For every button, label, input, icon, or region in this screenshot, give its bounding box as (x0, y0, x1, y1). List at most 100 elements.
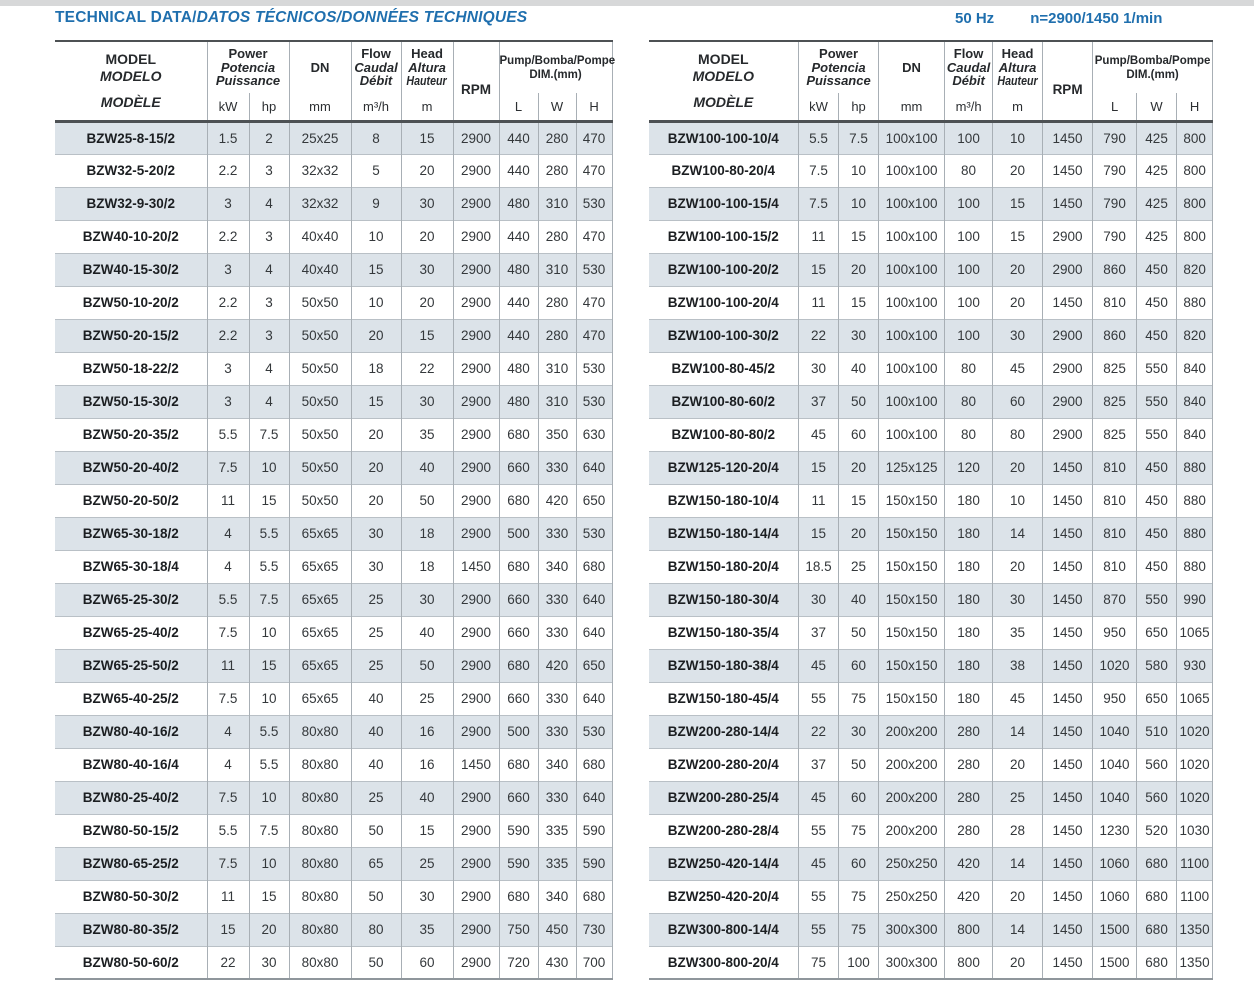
cell-dim-w: 425 (1136, 219, 1177, 253)
cell-dim-h: 820 (1176, 318, 1214, 352)
cell-dn: 150x150 (878, 615, 945, 649)
cell-dim-w: 425 (1136, 120, 1177, 154)
spec-row: BZW65-30-18/2 4 5.5 65x65 30 18 2900 500 330 530 (55, 516, 613, 550)
cell-head: 15 (400, 318, 454, 352)
cell-kw: 4 (206, 549, 249, 583)
cell-head: 35 (400, 417, 454, 451)
cell-dim-w: 550 (1136, 417, 1177, 451)
cell-hp: 50 (838, 747, 879, 781)
cell-head: 40 (400, 780, 454, 814)
cell-head: 30 (400, 252, 454, 286)
cell-head: 40 (400, 450, 454, 484)
cell-head: 20 (992, 747, 1043, 781)
cell-model: BZW32-9-30/2 (55, 186, 207, 220)
cell-kw: 55 (798, 879, 839, 913)
spec-row: BZW65-25-50/2 11 15 65x65 25 50 2900 680 420 650 (55, 648, 613, 682)
unit-hp: hp (248, 93, 290, 121)
unit-m3h: m³/h (944, 93, 993, 121)
cell-rpm: 2900 (452, 582, 500, 616)
cell-dn: 65x65 (288, 582, 352, 616)
cell-head: 15 (992, 186, 1043, 220)
cell-dim-h: 640 (575, 450, 613, 484)
cell-hp: 5.5 (248, 714, 290, 748)
cell-dn: 300x300 (878, 945, 945, 979)
cell-model: BZW150-180-38/4 (648, 648, 799, 682)
header-dn: DN (288, 41, 352, 93)
cell-model: BZW32-5-20/2 (55, 153, 207, 187)
cell-dn: 100x100 (878, 351, 945, 385)
cell-dim-w: 310 (537, 252, 577, 286)
cell-dim-h: 470 (575, 285, 613, 319)
cell-kw: 45 (798, 846, 839, 880)
cell-kw: 7.5 (206, 681, 249, 715)
cell-hp: 7.5 (248, 582, 290, 616)
cell-dim-w: 340 (537, 549, 577, 583)
cell-dim-l: 440 (498, 219, 539, 253)
cell-model: BZW80-50-30/2 (55, 879, 207, 913)
cell-dim-w: 280 (537, 285, 577, 319)
cell-kw: 45 (798, 417, 839, 451)
cell-dim-l: 590 (498, 813, 539, 847)
cell-hp: 3 (248, 219, 290, 253)
cell-flow: 420 (944, 879, 993, 913)
cell-rpm: 2900 (452, 120, 500, 154)
cell-flow: 180 (944, 615, 993, 649)
cell-dn: 250x250 (878, 846, 945, 880)
cell-model: BZW50-20-15/2 (55, 318, 207, 352)
cell-dim-h: 800 (1176, 219, 1214, 253)
cell-dim-h: 990 (1176, 582, 1214, 616)
cell-rpm: 1450 (1042, 615, 1093, 649)
cell-model: BZW65-25-50/2 (55, 648, 207, 682)
cell-dn: 200x200 (878, 780, 945, 814)
cell-rpm: 2900 (452, 780, 500, 814)
cell-flow: 800 (944, 945, 993, 979)
cell-dim-w: 280 (537, 219, 577, 253)
cell-dn: 300x300 (878, 912, 945, 946)
cell-model: BZW40-10-20/2 (55, 219, 207, 253)
header-power: Power Potencia Puissance (798, 41, 879, 93)
spec-row: BZW50-20-15/2 2.2 3 50x50 20 15 2900 440 280 470 (55, 318, 613, 352)
cell-kw: 3 (206, 351, 249, 385)
cell-rpm: 2900 (1042, 384, 1093, 418)
cell-kw: 11 (206, 483, 249, 517)
cell-kw: 45 (798, 648, 839, 682)
cell-dim-h: 530 (575, 714, 613, 748)
cell-dim-w: 430 (537, 945, 577, 979)
cell-dim-h: 590 (575, 813, 613, 847)
cell-flow: 10 (350, 285, 402, 319)
unit-mm: mm (878, 93, 945, 121)
cell-dim-h: 680 (575, 879, 613, 913)
cell-flow: 25 (350, 582, 402, 616)
header-rpm: RPM (452, 41, 500, 121)
spec-row: BZW50-20-35/2 5.5 7.5 50x50 20 35 2900 680 350 63… (55, 417, 613, 451)
cell-hp: 4 (248, 186, 290, 220)
cell-dim-l: 750 (498, 912, 539, 946)
cell-hp: 10 (838, 186, 879, 220)
cell-rpm: 2900 (452, 681, 500, 715)
cell-flow: 40 (350, 714, 402, 748)
cell-hp: 7.5 (248, 417, 290, 451)
cell-dim-h: 470 (575, 153, 613, 187)
cell-model: BZW125-120-20/4 (648, 450, 799, 484)
cell-head: 80 (992, 417, 1043, 451)
cell-dim-h: 1100 (1176, 879, 1214, 913)
cell-dim-w: 420 (537, 648, 577, 682)
cell-dim-h: 1065 (1176, 615, 1214, 649)
cell-dn: 100x100 (878, 417, 945, 451)
cell-model: BZW150-180-10/4 (648, 483, 799, 517)
cell-hp: 7.5 (838, 120, 879, 154)
cell-dim-l: 680 (498, 879, 539, 913)
cell-dim-h: 630 (575, 417, 613, 451)
cell-dim-h: 530 (575, 516, 613, 550)
spec-row: BZW80-40-16/4 4 5.5 80x80 40 16 1450 680 340 680 (55, 747, 613, 781)
cell-dim-h: 470 (575, 120, 613, 154)
cell-flow: 20 (350, 450, 402, 484)
cell-dim-h: 1350 (1176, 945, 1214, 979)
spec-row: BZW80-65-25/2 7.5 10 80x80 65 25 2900 590 335 590 (55, 846, 613, 880)
cell-flow: 120 (944, 450, 993, 484)
cell-kw: 4 (206, 714, 249, 748)
cell-dim-w: 450 (1136, 516, 1177, 550)
unit-kw: kW (206, 93, 249, 121)
cell-hp: 20 (838, 450, 879, 484)
cell-dim-l: 810 (1092, 285, 1137, 319)
